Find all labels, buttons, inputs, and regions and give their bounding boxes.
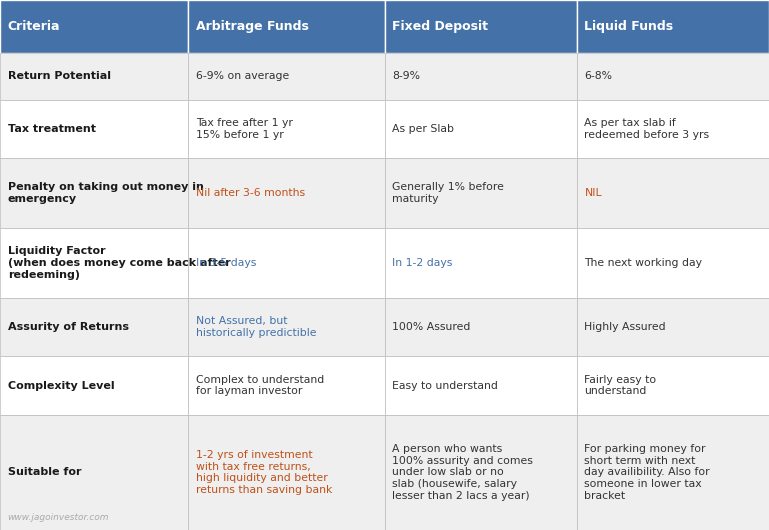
Text: Easy to understand: Easy to understand [392, 381, 498, 391]
Text: The next working day: The next working day [584, 258, 702, 268]
Bar [577, 298, 769, 356]
Bar [188, 100, 384, 158]
Bar [577, 414, 769, 530]
Text: Highly Assured: Highly Assured [584, 322, 666, 332]
Bar [188, 228, 384, 298]
Text: 1-2 yrs of investment
with tax free returns,
high liquidity and better
returns t: 1-2 yrs of investment with tax free retu… [196, 450, 332, 494]
Bar [577, 356, 769, 414]
Bar [0, 298, 188, 356]
Bar [577, 228, 769, 298]
Bar [0, 228, 188, 298]
Bar [384, 100, 577, 158]
Bar [188, 298, 384, 356]
Bar [0, 356, 188, 414]
Text: As per Slab: As per Slab [392, 124, 454, 134]
Text: Penalty on taking out money in
emergency: Penalty on taking out money in emergency [8, 182, 204, 204]
Text: In 3-5 days: In 3-5 days [196, 258, 257, 268]
Text: 100% Assured: 100% Assured [392, 322, 471, 332]
Bar [577, 158, 769, 228]
Text: Generally 1% before
maturity: Generally 1% before maturity [392, 182, 504, 204]
Bar [0, 414, 188, 530]
Text: Tax treatment: Tax treatment [8, 124, 95, 134]
Text: Return Potential: Return Potential [8, 72, 111, 82]
Bar [384, 228, 577, 298]
Bar [0, 53, 188, 100]
Text: Criteria: Criteria [8, 20, 60, 33]
Text: Suitable for: Suitable for [8, 467, 82, 478]
Bar [0, 0, 188, 53]
Text: As per tax slab if
redeemed before 3 yrs: As per tax slab if redeemed before 3 yrs [584, 118, 710, 140]
Text: Liquid Funds: Liquid Funds [584, 20, 674, 33]
Bar [577, 100, 769, 158]
Bar [384, 298, 577, 356]
Bar [577, 0, 769, 53]
Bar [384, 0, 577, 53]
Text: For parking money for
short term with next
day availibility. Also for
someone in: For parking money for short term with ne… [584, 444, 710, 500]
Text: In 1-2 days: In 1-2 days [392, 258, 453, 268]
Text: Arbitrage Funds: Arbitrage Funds [196, 20, 309, 33]
Text: Nil after 3-6 months: Nil after 3-6 months [196, 188, 305, 198]
Text: Liquidity Factor
(when does money come back after
redeeming): Liquidity Factor (when does money come b… [8, 246, 231, 280]
Bar [384, 53, 577, 100]
Bar [188, 414, 384, 530]
Bar [0, 100, 188, 158]
Text: Complexity Level: Complexity Level [8, 381, 115, 391]
Text: Fairly easy to
understand: Fairly easy to understand [584, 375, 657, 396]
Bar [188, 53, 384, 100]
Bar [188, 0, 384, 53]
Bar [577, 53, 769, 100]
Bar [384, 356, 577, 414]
Bar [188, 158, 384, 228]
Text: Assurity of Returns: Assurity of Returns [8, 322, 128, 332]
Text: 6-8%: 6-8% [584, 72, 612, 82]
Text: www.jagoinvestor.com: www.jagoinvestor.com [8, 513, 109, 522]
Text: NIL: NIL [584, 188, 602, 198]
Text: Fixed Deposit: Fixed Deposit [392, 20, 488, 33]
Bar [0, 158, 188, 228]
Bar [384, 414, 577, 530]
Text: Complex to understand
for layman investor: Complex to understand for layman investo… [196, 375, 325, 396]
Text: 6-9% on average: 6-9% on average [196, 72, 289, 82]
Bar [188, 356, 384, 414]
Text: Tax free after 1 yr
15% before 1 yr: Tax free after 1 yr 15% before 1 yr [196, 118, 293, 140]
Bar [384, 158, 577, 228]
Text: 8-9%: 8-9% [392, 72, 420, 82]
Text: A person who wants
100% assurity and comes
under low slab or no
slab (housewife,: A person who wants 100% assurity and com… [392, 444, 533, 500]
Text: Not Assured, but
historically predictible: Not Assured, but historically predictibl… [196, 316, 317, 338]
